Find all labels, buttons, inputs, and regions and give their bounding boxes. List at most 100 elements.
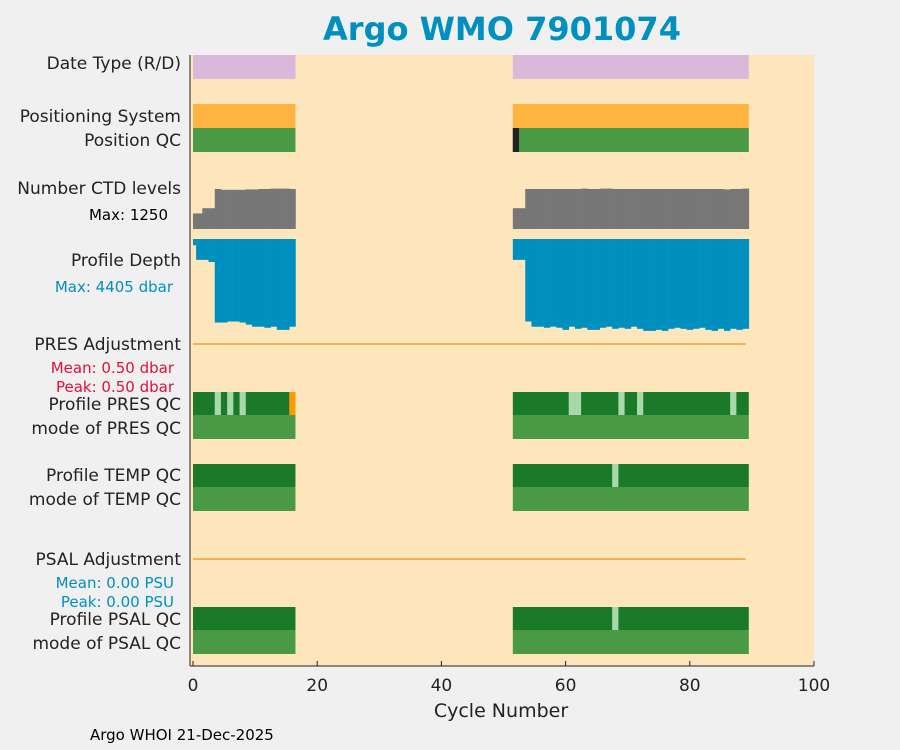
ctd-bar-cycle-10 [251, 189, 259, 229]
ctd-bar-cycle-60 [562, 189, 570, 229]
depth-bar-cycle-65 [593, 239, 601, 330]
ctd-bar-cycle-72 [637, 189, 644, 229]
depth-bar-cycle-78 [674, 239, 681, 328]
ctd-bar-cycle-77 [668, 189, 675, 229]
ctd-bar-cycle-1 [196, 213, 203, 229]
depth-bar-cycle-67 [605, 239, 613, 327]
depth-bar-cycle-0 [193, 239, 197, 246]
ctd-bar-cycle-9 [245, 189, 253, 229]
ctd-bar-cycle-56 [537, 189, 545, 229]
depth-bar-cycle-81 [692, 239, 700, 329]
ctd-bar-cycle-62 [574, 189, 582, 229]
depth-bar-cycle-82 [699, 239, 706, 328]
x-tick-label-60: 60 [555, 676, 577, 696]
chart-title: Argo WMO 7901074 [323, 10, 681, 48]
depth-bar-cycle-52 [512, 239, 520, 260]
plot-background [190, 55, 814, 666]
row-note-psal-adjustment-2: Peak: 0.00 PSU [61, 593, 174, 611]
flag-profile-pres-qc-cycle-72 [637, 392, 644, 415]
depth-bar-cycle-85 [717, 239, 725, 329]
depth-bar-cycle-71 [630, 239, 638, 327]
depth-bar-cycle-6 [227, 239, 234, 322]
depth-bar-cycle-68 [612, 239, 619, 329]
depth-bar-cycle-80 [686, 239, 694, 330]
flag-profile-pres-qc-cycle-61 [568, 392, 575, 415]
depth-bar-cycle-9 [245, 239, 253, 325]
x-axis-label: Cycle Number [434, 700, 568, 722]
ctd-bar-cycle-52 [512, 208, 520, 229]
ctd-bar-cycle-5 [220, 189, 228, 229]
ctd-bar-cycle-13 [270, 188, 278, 229]
segment-profile-psal-qc-2 [512, 607, 749, 630]
segment-date-type-r-d-1 [193, 55, 296, 79]
ctd-bar-cycle-78 [674, 189, 681, 229]
ctd-bar-cycle-67 [605, 188, 613, 229]
x-tick-label-40: 40 [431, 676, 453, 696]
depth-bar-cycle-62 [574, 239, 582, 329]
ctd-bar-cycle-66 [599, 188, 607, 229]
depth-bar-cycle-84 [711, 239, 719, 331]
row-label-number-ctd-levels: Number CTD levels [17, 179, 181, 199]
depth-bar-cycle-86 [723, 239, 731, 331]
depth-bar-cycle-89 [742, 239, 750, 329]
ctd-bar-cycle-84 [711, 189, 719, 229]
depth-bar-cycle-1 [196, 239, 203, 260]
depth-bar-cycle-61 [568, 239, 576, 327]
row-label-mode-of-temp-qc: mode of TEMP QC [29, 490, 181, 510]
row-label-psal-adjustment: PSAL Adjustment [36, 550, 182, 570]
row-label-profile-pres-qc: Profile PRES QC [48, 395, 181, 415]
depth-bar-cycle-57 [543, 239, 551, 328]
row-label-mode-of-pres-qc: mode of PRES QC [31, 419, 181, 439]
depth-bar-cycle-66 [599, 239, 607, 328]
x-tick-label-20: 20 [306, 676, 328, 696]
depth-bar-cycle-88 [736, 239, 743, 330]
depth-bar-cycle-13 [270, 239, 278, 327]
ctd-bar-cycle-57 [543, 189, 551, 229]
depth-bar-cycle-11 [258, 239, 265, 327]
ctd-bar-cycle-53 [519, 208, 526, 229]
flag-profile-pres-qc-cycle-69 [618, 392, 625, 415]
row-labels: Date Type (R/D) Positioning System Positio… [17, 54, 181, 654]
row-label-positioning-system: Positioning System [20, 107, 181, 127]
ctd-bar-cycle-87 [730, 189, 737, 229]
ctd-bar-cycle-74 [649, 189, 656, 229]
depth-bar-cycle-3 [208, 239, 216, 262]
row-note-pres-adjustment-1: Mean: 0.50 dbar [51, 359, 175, 377]
ctd-bar-cycle-55 [531, 189, 538, 229]
ctd-bar-cycle-85 [717, 189, 725, 229]
ctd-bar-cycle-61 [568, 189, 576, 229]
depth-bar-cycle-83 [705, 239, 712, 330]
depth-bar-cycle-87 [730, 239, 737, 329]
flag-profile-pres-qc-cycle-8 [239, 392, 246, 415]
segment-date-type-r-d-2 [512, 55, 749, 79]
row-label-position-qc: Position QC [84, 131, 181, 151]
segment-positioning-system-1 [193, 104, 296, 128]
row-label-pres-adjustment: PRES Adjustment [34, 335, 181, 355]
depth-bar-cycle-60 [562, 239, 570, 330]
ctd-bar-cycle-68 [612, 189, 619, 229]
x-tick-label-0: 0 [188, 676, 199, 696]
ctd-bar-cycle-79 [680, 189, 687, 229]
depth-bar-cycle-69 [618, 239, 625, 328]
segment-profile-psal-qc-1 [193, 607, 296, 630]
depth-bar-cycle-16 [289, 239, 296, 327]
depth-bar-cycle-74 [649, 239, 656, 331]
row-note-number-ctd-levels: Max: 1250 [89, 206, 168, 224]
depth-bar-cycle-76 [661, 239, 669, 331]
segment-mode-of-psal-qc-2 [512, 630, 749, 654]
depth-bar-cycle-72 [637, 239, 644, 329]
ctd-bar-cycle-82 [699, 189, 706, 229]
row-label-date-type-r-d: Date Type (R/D) [47, 54, 181, 74]
ctd-bar-cycle-54 [525, 189, 532, 229]
depth-bar-cycle-8 [239, 239, 247, 323]
ctd-bar-cycle-64 [587, 189, 594, 229]
flag-profile-pres-qc-cycle-62 [574, 392, 582, 415]
x-tick-label-80: 80 [679, 676, 701, 696]
ctd-bar-cycle-71 [630, 189, 638, 229]
ctd-bar-cycle-0 [193, 213, 197, 229]
segment-mode-of-temp-qc-2 [512, 487, 749, 511]
flag-profile-pres-qc-cycle-16 [289, 392, 296, 415]
ctd-bar-cycle-15 [283, 188, 290, 229]
segment-profile-temp-qc-1 [193, 464, 296, 487]
